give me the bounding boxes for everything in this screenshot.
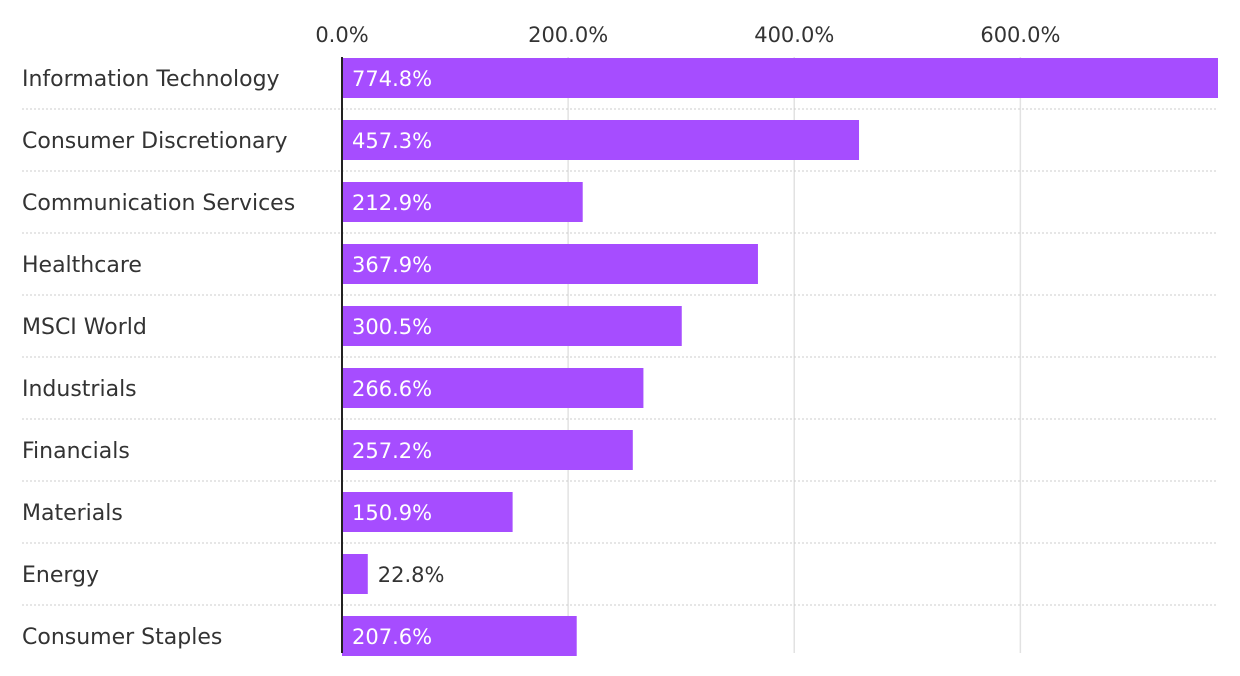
bar [342, 554, 368, 594]
row-separators [22, 108, 1218, 606]
bar-value-label: 774.8% [352, 67, 432, 91]
category-label: Financials [22, 439, 130, 464]
bar-value-label: 266.6% [352, 377, 432, 401]
x-tick-label: 0.0% [315, 23, 368, 47]
bar [342, 244, 758, 284]
x-tick-label: 200.0% [528, 23, 608, 47]
category-label: Information Technology [22, 67, 280, 92]
category-label: Industrials [22, 377, 137, 402]
bar-value-label: 300.5% [352, 315, 432, 339]
bar [342, 492, 513, 532]
bar-value-label: 257.2% [352, 439, 432, 463]
bar [342, 120, 860, 160]
bar [342, 430, 633, 470]
bar [342, 182, 583, 222]
bar [342, 368, 644, 408]
value-labels: 774.8% 457.3% 212.9% 367.9% 300.5% 266.6% 257.… [352, 67, 444, 649]
category-label: Consumer Discretionary [22, 129, 288, 154]
category-label: Healthcare [22, 253, 142, 278]
category-label: Energy [22, 563, 99, 588]
category-label: Consumer Staples [22, 625, 222, 650]
bar [342, 58, 1218, 98]
x-tick-label: 600.0% [980, 23, 1060, 47]
x-tick-label: 400.0% [754, 23, 834, 47]
category-label: Materials [22, 501, 123, 526]
bar-value-label: 212.9% [352, 191, 432, 215]
bar-value-label: 367.9% [352, 253, 432, 277]
category-label: MSCI World [22, 315, 147, 340]
category-label: Communication Services [22, 191, 295, 216]
bar-value-label: 150.9% [352, 501, 432, 525]
bar [342, 306, 682, 346]
bar-value-label: 22.8% [378, 563, 445, 587]
category-labels: Information Technology Consumer Discretio… [22, 67, 295, 650]
bar-value-label: 207.6% [352, 625, 432, 649]
bars [342, 58, 1218, 656]
bar [342, 616, 577, 656]
x-axis-ticks: 0.0% 200.0% 400.0% 600.0% [315, 23, 1060, 47]
bar-value-label: 457.3% [352, 129, 432, 153]
